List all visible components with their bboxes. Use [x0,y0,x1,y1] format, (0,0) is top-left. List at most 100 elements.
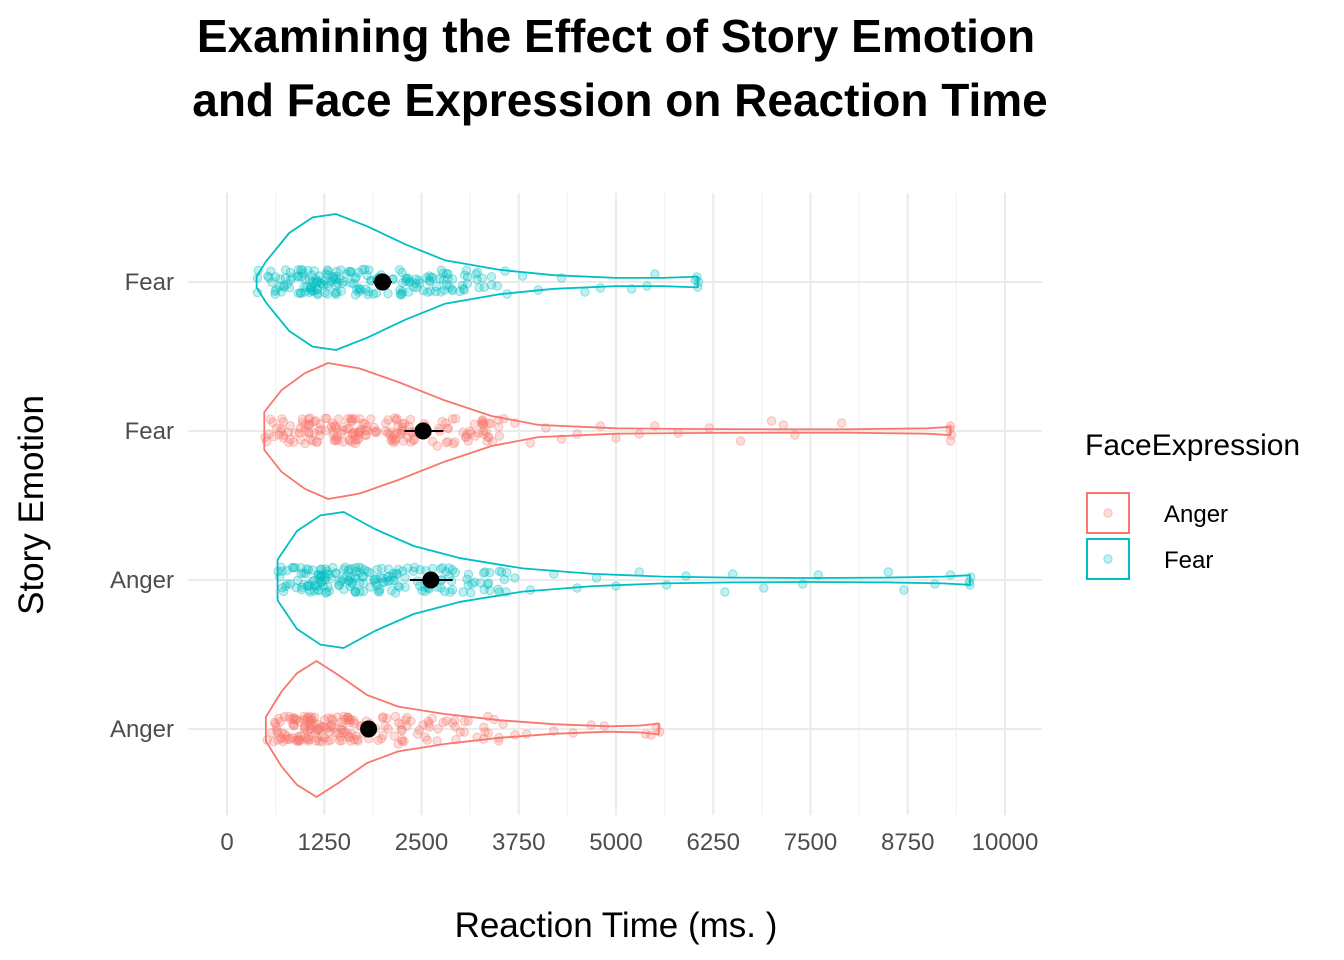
data-point [307,715,317,725]
data-point [252,273,263,283]
data-point [418,720,428,730]
data-point [405,277,415,287]
data-point [447,414,458,424]
data-point [275,572,285,582]
data-point [276,426,286,436]
data-point [326,714,336,724]
data-point [312,288,323,298]
data-point [277,728,287,738]
data-point [356,424,366,434]
data-point [276,733,286,744]
data-point [965,580,975,590]
data-point [704,423,715,433]
data-point [282,579,292,589]
data-point [372,581,382,591]
data-point [324,586,334,596]
data-point [394,265,405,275]
data-point [309,586,319,596]
data-point [836,418,847,428]
data-point [307,282,317,292]
data-point [358,418,368,429]
mean-point [360,720,378,738]
data-point [402,721,412,731]
chart-title-line-1: Examining the Effect of Story Emotion [197,10,1035,62]
data-point [366,582,376,592]
data-point [350,290,361,300]
data-point [386,427,396,437]
data-point [296,563,306,573]
data-point [332,712,343,722]
data-point [323,736,333,746]
data-point [334,580,345,590]
data-point [314,724,324,734]
data-point [459,270,470,280]
data-point [479,584,489,595]
data-point [586,720,596,730]
data-point [444,282,455,292]
data-point [654,727,665,737]
data-point [470,431,480,441]
data-point [498,719,508,729]
data-point [386,435,396,446]
data-point [351,731,361,741]
data-point [269,736,279,747]
data-point [441,716,452,726]
data-point [510,730,520,740]
data-point [335,577,345,587]
data-point [324,722,335,732]
data-point [458,587,468,597]
data-point [766,416,777,426]
data-point [355,577,365,588]
data-point [302,734,312,744]
data-point [883,567,893,577]
data-point [450,722,460,732]
data-point [318,280,328,290]
data-point [397,267,407,278]
data-point [397,425,407,435]
data-point [304,711,314,722]
data-point [355,427,365,437]
data-point [320,413,330,423]
data-point [273,566,283,577]
data-point [420,732,430,742]
data-point [324,727,335,737]
data-point [316,577,327,587]
data-point [322,289,333,299]
data-point [393,421,403,432]
data-point [303,565,314,575]
data-point [346,266,356,277]
x-axis-title: Reaction Time (ms. ) [455,906,778,945]
data-point [309,278,319,288]
data-point [472,732,482,742]
data-point [301,733,312,743]
data-point [253,265,263,275]
data-point [306,725,316,735]
data-point [412,729,423,739]
data-point [462,574,472,584]
data-point [362,270,372,281]
data-point [311,725,321,735]
data-point [290,428,300,438]
x-tick-label: 7500 [784,829,837,856]
data-point [360,430,370,440]
data-point [425,276,435,287]
data-point [487,437,498,447]
data-point [346,572,356,582]
major-gridlines [188,193,1042,815]
data-point [350,431,360,441]
data-point [260,432,270,443]
data-point [309,286,319,296]
data-point [759,583,769,593]
data-point [330,274,341,284]
data-point [443,437,453,447]
data-point [436,265,447,275]
data-point [693,277,704,287]
data-point [414,275,424,285]
data-point [264,272,274,283]
legend: FaceExpression Anger Fear [1085,429,1300,580]
data-point [277,566,287,576]
data-point [467,579,477,589]
data-point [385,429,395,440]
data-point [309,580,320,591]
data-point [320,287,330,298]
